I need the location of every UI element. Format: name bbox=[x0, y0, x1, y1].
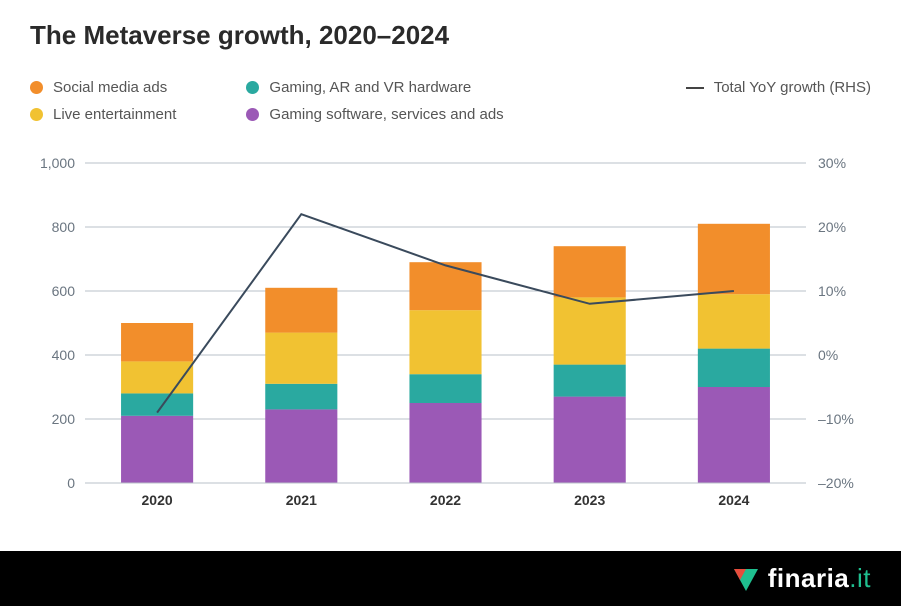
legend-item-gaming-hardware: Gaming, AR and VR hardware bbox=[246, 79, 503, 96]
page: The Metaverse growth, 2020–2024 Social m… bbox=[0, 0, 901, 606]
logo-text: finaria.it bbox=[768, 563, 871, 594]
legend-item-yoy-line: Total YoY growth (RHS) bbox=[686, 79, 871, 96]
svg-text:10%: 10% bbox=[818, 283, 846, 299]
svg-text:2022: 2022 bbox=[430, 492, 461, 508]
legend-swatch bbox=[246, 81, 259, 94]
svg-text:20%: 20% bbox=[818, 219, 846, 235]
legend-swatch bbox=[30, 81, 43, 94]
legend-label: Total YoY growth (RHS) bbox=[714, 79, 871, 96]
logo-brand: finaria bbox=[768, 563, 850, 593]
legend-label: Live entertainment bbox=[53, 106, 176, 123]
svg-text:–20%: –20% bbox=[818, 475, 854, 491]
svg-text:0: 0 bbox=[67, 475, 75, 491]
legend-item-social-media-ads: Social media ads bbox=[30, 79, 176, 96]
svg-text:2024: 2024 bbox=[718, 492, 749, 508]
svg-text:–10%: –10% bbox=[818, 411, 854, 427]
svg-text:2021: 2021 bbox=[286, 492, 317, 508]
svg-text:2023: 2023 bbox=[574, 492, 605, 508]
legend-label: Gaming, AR and VR hardware bbox=[269, 79, 471, 96]
chart-container: 0 200 400 600 800 1,000 –20% –10% 0% 10% 20% 30% 202… bbox=[30, 153, 871, 518]
svg-text:1,000: 1,000 bbox=[40, 155, 75, 171]
chart-svg: 0 200 400 600 800 1,000 –20% –10% 0% 10% 20% 30% 202… bbox=[30, 153, 871, 518]
legend-col-1: Social media ads Live entertainment bbox=[30, 79, 176, 123]
svg-text:400: 400 bbox=[52, 347, 76, 363]
footer-bar: finaria.it bbox=[0, 551, 901, 606]
legend-label: Gaming software, services and ads bbox=[269, 106, 503, 123]
legend-swatch bbox=[30, 108, 43, 121]
footer-logo: finaria.it bbox=[732, 563, 871, 594]
legend-label: Social media ads bbox=[53, 79, 167, 96]
logo-suffix: .it bbox=[849, 563, 871, 593]
legend-swatch bbox=[246, 108, 259, 121]
svg-text:2020: 2020 bbox=[142, 492, 173, 508]
chart-title: The Metaverse growth, 2020–2024 bbox=[30, 20, 871, 51]
legend-item-gaming-software: Gaming software, services and ads bbox=[246, 106, 503, 123]
svg-text:0%: 0% bbox=[818, 347, 838, 363]
legend-col-2: Gaming, AR and VR hardware Gaming softwa… bbox=[246, 79, 503, 123]
legend-line-swatch bbox=[686, 87, 704, 89]
legend-col-3: Total YoY growth (RHS) bbox=[686, 79, 871, 123]
chart-content: The Metaverse growth, 2020–2024 Social m… bbox=[0, 0, 901, 551]
logo-icon bbox=[732, 565, 760, 593]
svg-text:30%: 30% bbox=[818, 155, 846, 171]
svg-text:800: 800 bbox=[52, 219, 76, 235]
legend-item-live-entertainment: Live entertainment bbox=[30, 106, 176, 123]
svg-text:600: 600 bbox=[52, 283, 76, 299]
svg-text:200: 200 bbox=[52, 411, 76, 427]
legend: Social media ads Live entertainment Gami… bbox=[30, 79, 871, 123]
